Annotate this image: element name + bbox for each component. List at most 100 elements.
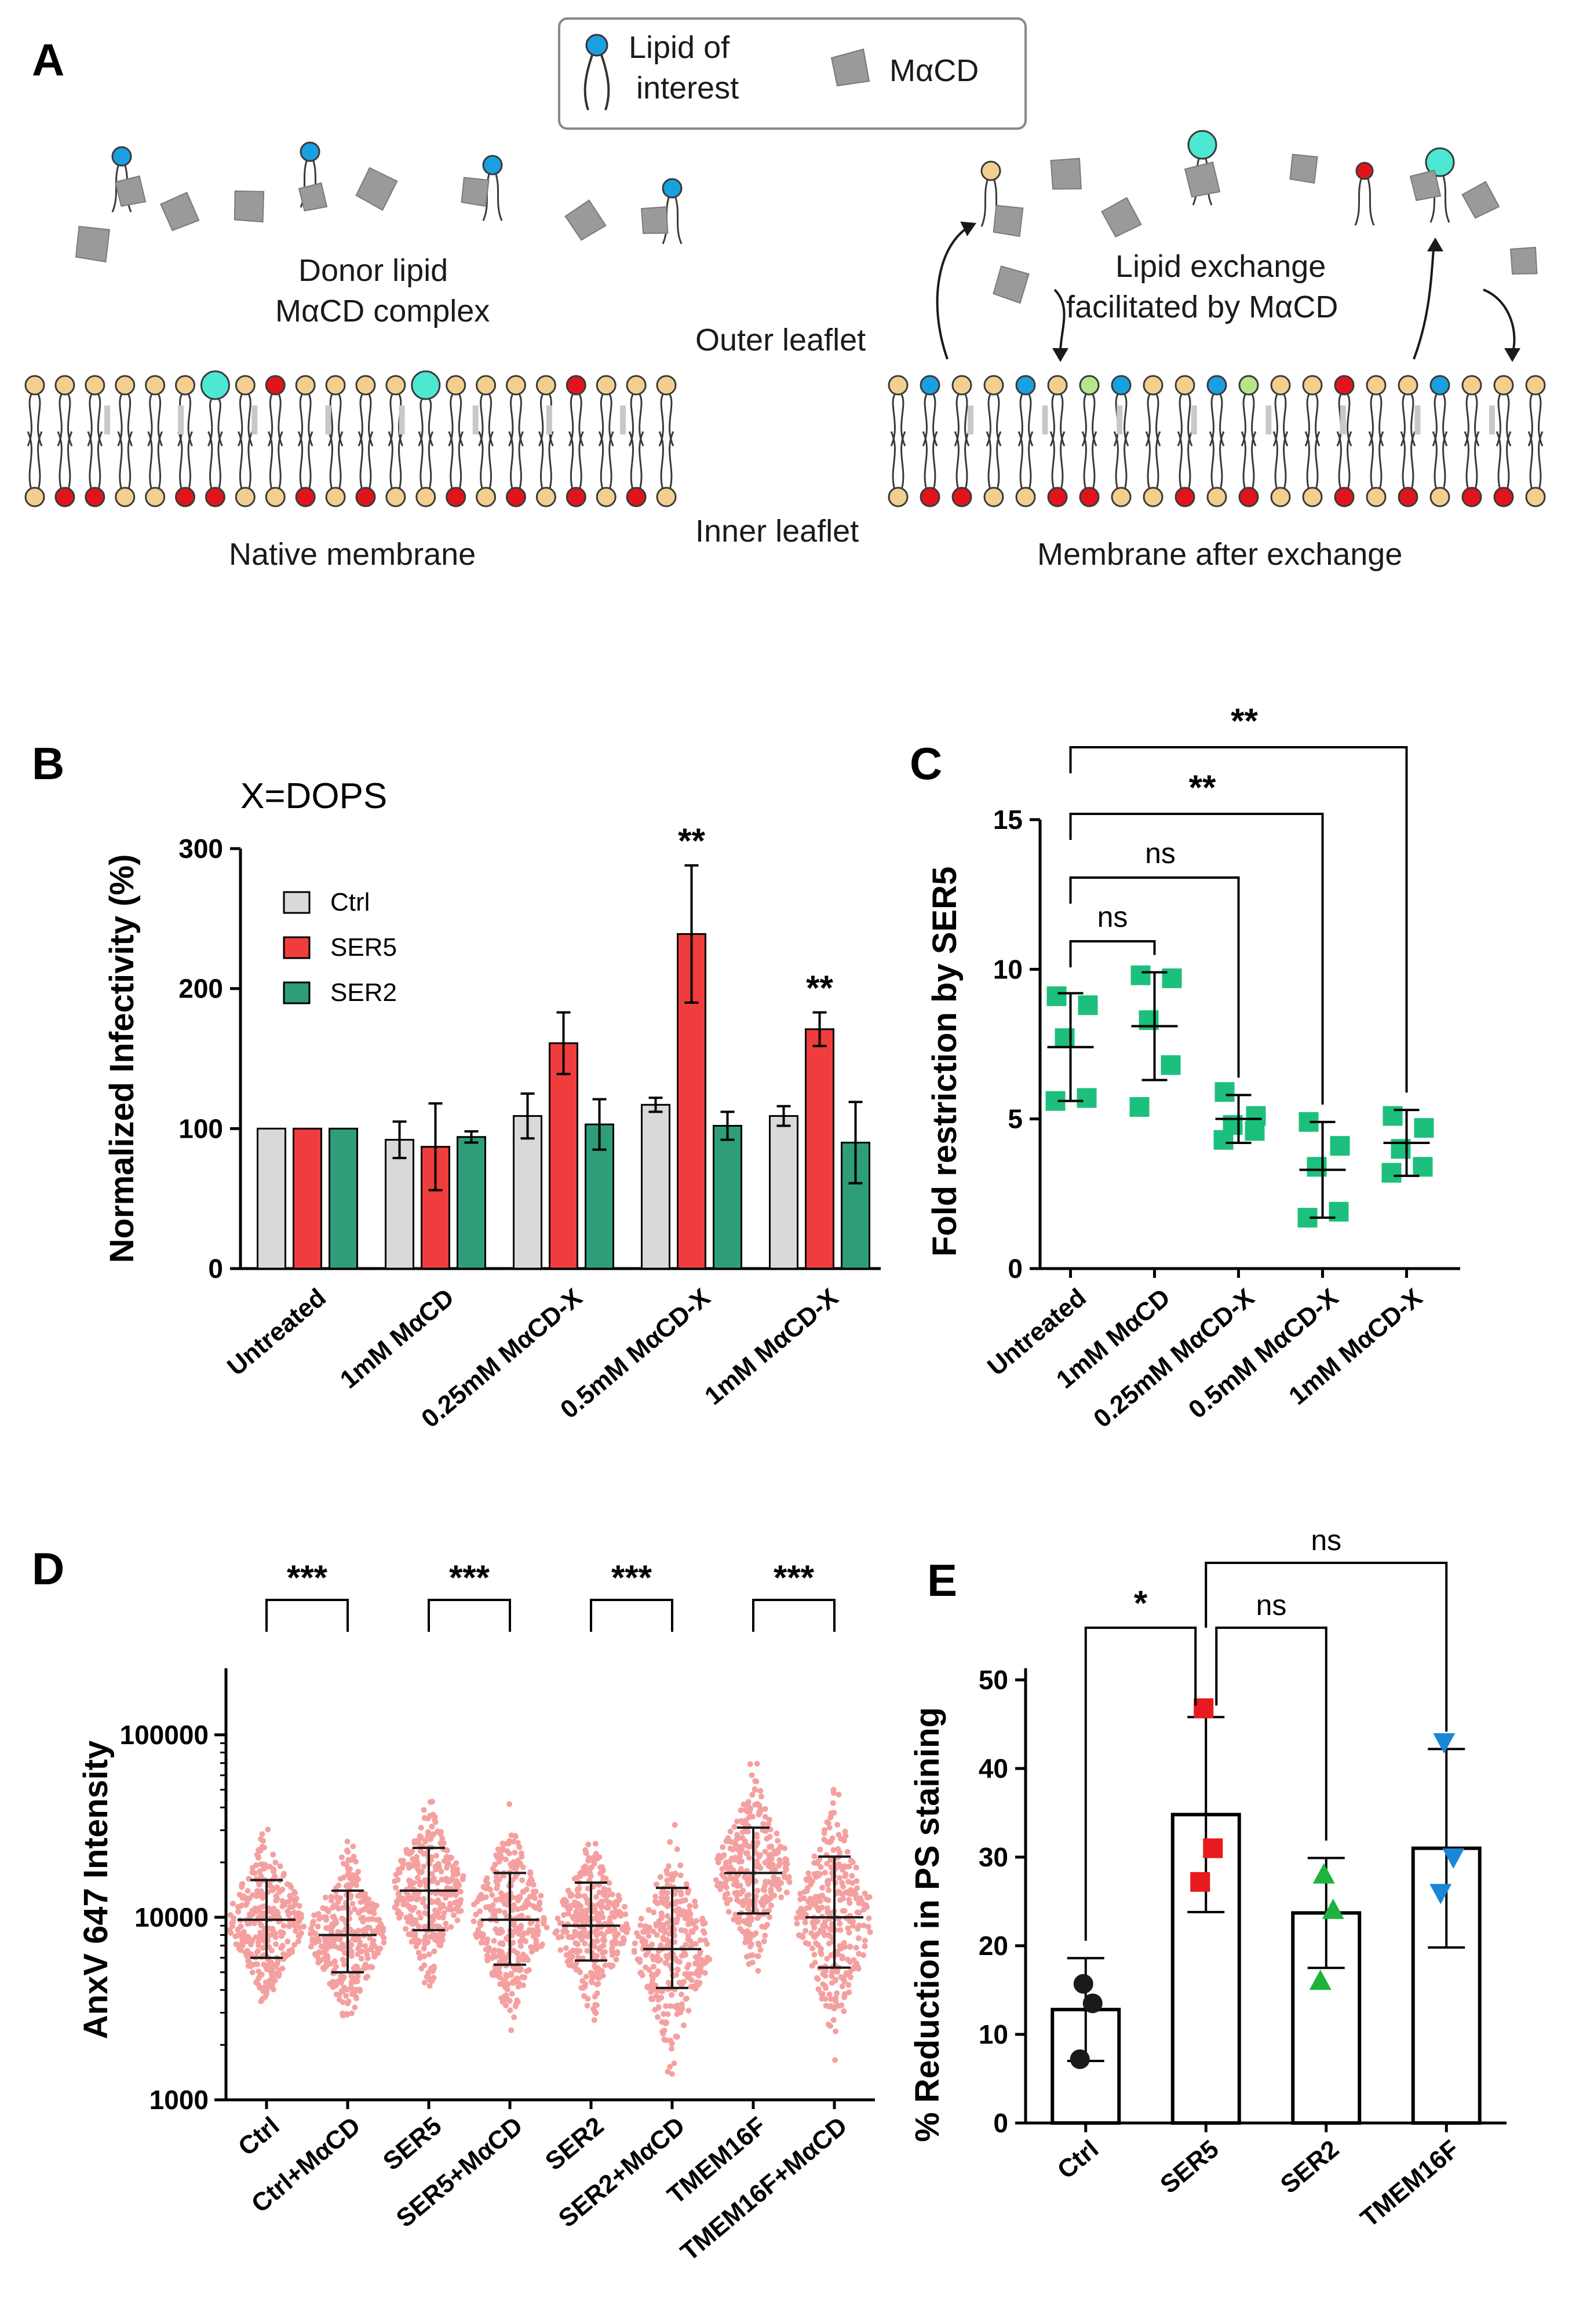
lipid-head bbox=[325, 487, 346, 507]
data-point bbox=[771, 1874, 777, 1880]
data-point bbox=[280, 1951, 287, 1957]
data-point bbox=[727, 1846, 734, 1852]
data-point bbox=[786, 1874, 792, 1880]
mcd bbox=[461, 177, 490, 207]
data-point bbox=[783, 1890, 790, 1896]
data-point bbox=[860, 1922, 867, 1928]
data-point bbox=[673, 2004, 679, 2011]
data-point bbox=[671, 2060, 677, 2067]
data-point bbox=[566, 1934, 572, 1940]
data-point bbox=[668, 2003, 674, 2009]
data-point bbox=[845, 1879, 852, 1885]
cholesterol bbox=[251, 405, 258, 434]
data-point bbox=[588, 1865, 594, 1871]
data-point bbox=[582, 1893, 588, 1899]
lipid-tail bbox=[598, 431, 614, 490]
data-point bbox=[563, 1945, 569, 1952]
data-point bbox=[664, 1895, 670, 1901]
data-point bbox=[432, 1899, 439, 1905]
lipid-head bbox=[1366, 375, 1387, 396]
data-point bbox=[295, 1938, 301, 1945]
lipid-head bbox=[1238, 375, 1259, 396]
data-point bbox=[816, 1872, 822, 1879]
legend-swatch bbox=[283, 936, 311, 959]
data-point bbox=[688, 1983, 694, 1990]
data-point bbox=[825, 1820, 831, 1826]
data-point bbox=[727, 1897, 734, 1903]
exchange-label-1: Lipid exchange bbox=[1115, 249, 1326, 284]
lipid-head bbox=[505, 487, 526, 507]
data-point bbox=[841, 1908, 848, 1914]
data-point bbox=[421, 1945, 427, 1952]
data-point bbox=[345, 1857, 352, 1863]
data-point bbox=[819, 1991, 826, 1997]
data-point bbox=[591, 1861, 597, 1867]
data-point bbox=[631, 1949, 637, 1955]
data-point bbox=[344, 1847, 350, 1854]
comparison-label: *** bbox=[611, 1558, 652, 1597]
lipid-head bbox=[1398, 375, 1418, 396]
data-point bbox=[860, 1952, 866, 1958]
data-point bbox=[360, 1914, 366, 1921]
data-point bbox=[582, 1868, 589, 1874]
chart-b: 0 100 200 300 Normalized Infectivity (%) Untr… bbox=[103, 821, 881, 1433]
data-point bbox=[579, 1908, 585, 1914]
lipid-head bbox=[980, 160, 1001, 181]
comparison-label: * bbox=[1134, 1584, 1148, 1623]
data-point bbox=[433, 1923, 440, 1930]
data-point bbox=[654, 1881, 660, 1888]
data-point bbox=[815, 1986, 822, 1993]
cholesterol bbox=[968, 405, 973, 434]
data-point bbox=[571, 1902, 577, 1909]
data-point bbox=[727, 1864, 734, 1870]
data-point bbox=[228, 1930, 234, 1936]
y-tick-label: 10 bbox=[979, 2019, 1008, 2049]
bar bbox=[421, 1146, 450, 1270]
legend-mcd-icon bbox=[830, 48, 870, 87]
data-point bbox=[657, 1987, 663, 1994]
y-tick-label: 300 bbox=[178, 834, 223, 864]
data-point bbox=[269, 1982, 275, 1988]
data-point bbox=[1129, 1097, 1150, 1117]
data-point bbox=[583, 1849, 589, 1855]
data-point bbox=[663, 2037, 669, 2044]
data-point bbox=[764, 1921, 771, 1928]
data-point bbox=[245, 1921, 251, 1927]
data-point bbox=[356, 1942, 363, 1949]
data-point bbox=[666, 1938, 672, 1945]
lipid-head bbox=[596, 375, 617, 396]
lipid-tail bbox=[1432, 431, 1448, 490]
lipid-head bbox=[235, 375, 256, 396]
data-point bbox=[638, 1969, 644, 1976]
data-point bbox=[270, 1851, 276, 1858]
data-point bbox=[841, 1837, 847, 1844]
data-point bbox=[649, 1971, 655, 1978]
arrow-head bbox=[1052, 348, 1068, 362]
data-point bbox=[347, 1881, 353, 1888]
data-point bbox=[1322, 1898, 1344, 1919]
data-point bbox=[727, 1858, 733, 1865]
lipid bbox=[662, 178, 683, 244]
data-point bbox=[371, 1954, 378, 1960]
data-point bbox=[349, 1901, 356, 1907]
data-point bbox=[429, 1824, 435, 1830]
data-point bbox=[422, 1837, 428, 1844]
data-point bbox=[253, 1934, 259, 1941]
mcd bbox=[75, 225, 111, 263]
data-point bbox=[672, 1955, 679, 1961]
data-point bbox=[594, 1969, 600, 1976]
data-point bbox=[753, 1778, 760, 1785]
comparison-label: ns bbox=[1145, 837, 1176, 869]
data-point bbox=[573, 1960, 579, 1967]
data-point bbox=[375, 1947, 381, 1954]
lipid-head bbox=[1355, 162, 1374, 180]
data-point bbox=[315, 1956, 322, 1963]
data-point bbox=[395, 1877, 401, 1883]
data-point bbox=[754, 1834, 760, 1840]
lipid-tail bbox=[1177, 431, 1193, 490]
category-label: SER5 bbox=[1155, 2135, 1224, 2199]
data-point bbox=[265, 1826, 271, 1833]
data-point bbox=[351, 1854, 357, 1860]
bar bbox=[805, 1028, 834, 1270]
data-point bbox=[340, 2012, 346, 2019]
